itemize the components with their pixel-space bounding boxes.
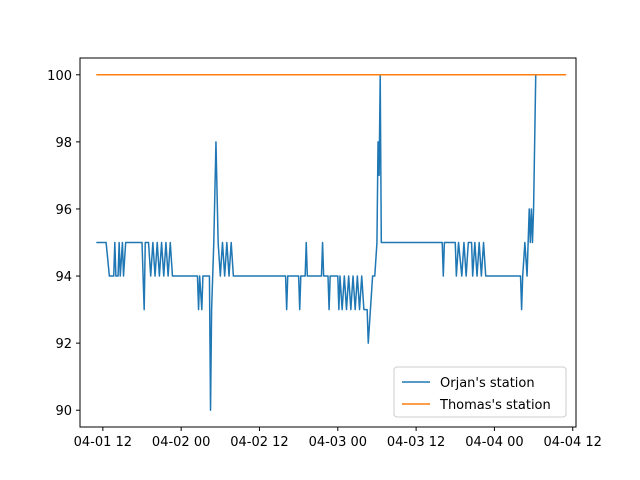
legend-label-1: Thomas's station xyxy=(439,398,551,413)
legend: Orjan's station Thomas's station xyxy=(393,366,567,418)
y-tick-label: 90 xyxy=(55,404,72,419)
series-layer xyxy=(96,74,567,411)
y-tick-label: 100 xyxy=(47,69,72,84)
y-tick-label: 94 xyxy=(55,270,72,285)
x-tick-label: 04-03 00 xyxy=(309,435,367,450)
y-tick-label: 96 xyxy=(55,203,72,218)
x-axis: 04-01 12 04-02 00 04-02 12 04-03 00 04-03 12… xyxy=(74,427,602,450)
x-tick-label: 04-04 00 xyxy=(465,435,523,450)
x-tick-label: 04-02 12 xyxy=(230,435,288,450)
y-tick-label: 98 xyxy=(55,136,72,151)
y-tick-label: 92 xyxy=(55,337,72,352)
y-axis: 90 92 94 96 98 100 xyxy=(47,69,80,419)
axes-frame xyxy=(79,57,577,428)
legend-box xyxy=(393,366,567,418)
series-line-0 xyxy=(96,74,563,411)
x-tick-label: 04-01 12 xyxy=(74,435,132,450)
x-tick-label: 04-02 00 xyxy=(152,435,210,450)
legend-label-0: Orjan's station xyxy=(440,376,535,391)
x-tick-label: 04-03 12 xyxy=(387,435,445,450)
x-tick-label: 04-04 12 xyxy=(544,435,602,450)
